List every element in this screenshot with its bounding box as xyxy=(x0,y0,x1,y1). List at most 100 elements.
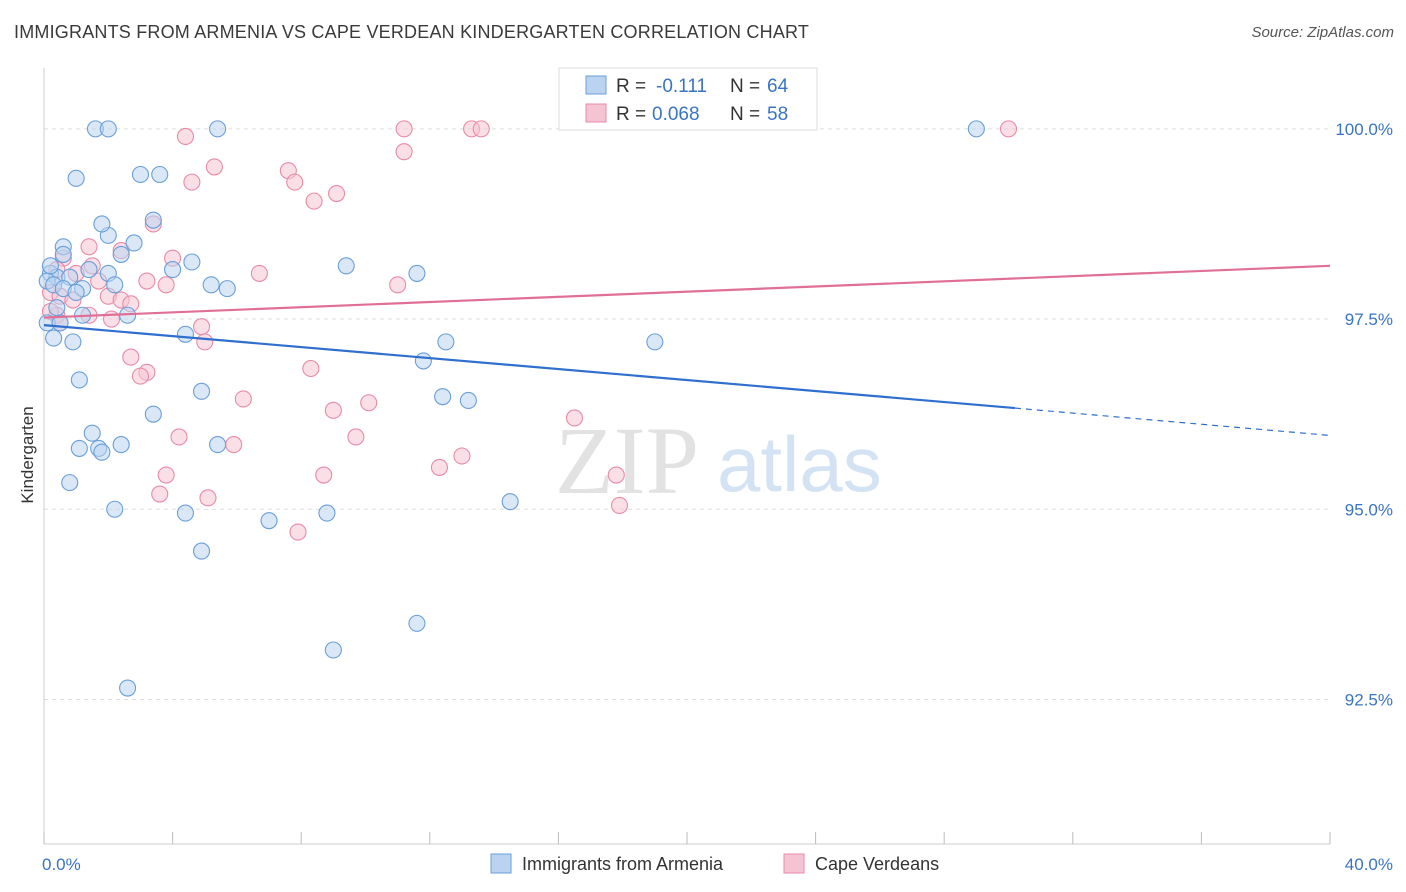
trend-line-armenia xyxy=(43,324,1016,410)
data-point xyxy=(305,192,323,210)
data-point xyxy=(112,245,130,263)
data-point xyxy=(408,264,426,282)
data-point xyxy=(106,500,124,518)
data-point xyxy=(324,641,342,659)
data-point xyxy=(234,390,252,408)
data-point xyxy=(45,329,63,347)
data-point xyxy=(157,466,175,484)
chart-title: IMMIGRANTS FROM ARMENIA VS CAPE VERDEAN … xyxy=(14,22,810,42)
data-point xyxy=(408,614,426,632)
legend-label-armenia: Immigrants from Armenia xyxy=(522,854,724,874)
data-point xyxy=(99,120,117,138)
data-point xyxy=(250,264,268,282)
data-point xyxy=(289,523,307,541)
stats-swatch-blue xyxy=(585,75,607,95)
data-point xyxy=(183,253,201,271)
data-point xyxy=(48,299,66,317)
data-point xyxy=(209,436,227,454)
trend-line-armenia-extension xyxy=(1014,407,1331,437)
data-point xyxy=(389,276,407,294)
data-point xyxy=(437,333,455,351)
data-point xyxy=(360,394,378,412)
data-point xyxy=(225,436,243,454)
stats-n-value-blue: 64 xyxy=(767,76,789,97)
data-point xyxy=(192,318,211,336)
data-point xyxy=(80,238,98,256)
data-point xyxy=(125,234,143,252)
data-point xyxy=(122,348,140,366)
data-point xyxy=(607,466,625,484)
y-tick-label: 92.5% xyxy=(1345,690,1393,709)
watermark-atlas: atlas xyxy=(717,420,882,508)
data-point xyxy=(176,504,195,522)
data-point xyxy=(192,382,211,400)
data-point xyxy=(112,436,130,454)
data-point xyxy=(144,211,162,229)
axes: 100.0% 97.5% 95.0% 92.5% xyxy=(43,68,1393,845)
bottom-legend: Immigrants from Armenia Cape Verdeans xyxy=(490,853,939,874)
data-point xyxy=(453,447,471,465)
stats-n-value-pink: 58 xyxy=(767,104,788,125)
data-point xyxy=(157,276,175,294)
x-tick-label-min: 0.0% xyxy=(42,855,81,874)
data-point xyxy=(565,409,584,427)
data-point xyxy=(414,352,432,370)
stats-n-label-blue: N = xyxy=(730,76,760,97)
data-point xyxy=(131,165,149,184)
data-point xyxy=(202,276,220,294)
data-point xyxy=(472,120,490,138)
data-point xyxy=(315,466,333,484)
data-point xyxy=(205,158,223,176)
stats-r-value-blue: -0.111 xyxy=(656,76,707,97)
y-tick-label: 97.5% xyxy=(1345,310,1393,329)
data-point xyxy=(183,173,201,191)
data-point xyxy=(286,173,304,191)
data-point xyxy=(459,391,477,410)
data-point xyxy=(176,325,195,343)
data-point xyxy=(138,272,156,290)
data-point xyxy=(176,127,195,146)
series-armenia xyxy=(38,120,985,697)
data-point xyxy=(430,458,448,476)
data-point xyxy=(395,120,413,138)
data-point xyxy=(64,333,82,351)
data-point xyxy=(209,120,227,138)
data-point xyxy=(337,257,355,275)
data-point xyxy=(70,439,88,457)
data-point xyxy=(54,245,72,263)
data-point xyxy=(67,283,85,301)
y-axis-label: Kindergarten xyxy=(18,406,37,503)
data-point xyxy=(318,504,336,522)
y-tick-label: 95.0% xyxy=(1345,500,1393,519)
trend-line-cape-verdeans xyxy=(43,264,1331,319)
stats-r-value-pink: 0.068 xyxy=(652,104,700,125)
stats-legend: R = -0.111 N = 64 R = 0.068 N = 58 xyxy=(558,67,818,131)
data-point xyxy=(260,512,278,530)
data-point xyxy=(41,257,59,275)
data-point xyxy=(151,165,169,184)
data-point xyxy=(501,493,519,511)
data-point xyxy=(151,485,169,503)
data-point xyxy=(328,184,346,203)
stats-r-label-pink: R = xyxy=(616,104,646,125)
data-point xyxy=(967,120,985,138)
y-tick-label: 100.0% xyxy=(1335,120,1393,139)
data-point xyxy=(106,276,124,294)
stats-n-label-pink: N = xyxy=(730,104,760,125)
stats-r-label-blue: R = xyxy=(616,76,646,97)
data-point xyxy=(131,367,149,385)
data-point xyxy=(999,120,1018,138)
data-point xyxy=(192,542,211,560)
data-point xyxy=(196,333,214,351)
data-point xyxy=(395,143,413,161)
trend-lines xyxy=(43,264,1331,437)
data-point xyxy=(302,359,320,378)
data-point xyxy=(119,679,137,697)
data-point xyxy=(218,280,236,298)
data-point xyxy=(67,169,85,187)
data-point xyxy=(80,261,98,279)
data-point xyxy=(61,474,79,492)
data-point xyxy=(83,424,101,442)
legend-label-cape-verdeans: Cape Verdeans xyxy=(815,854,939,874)
